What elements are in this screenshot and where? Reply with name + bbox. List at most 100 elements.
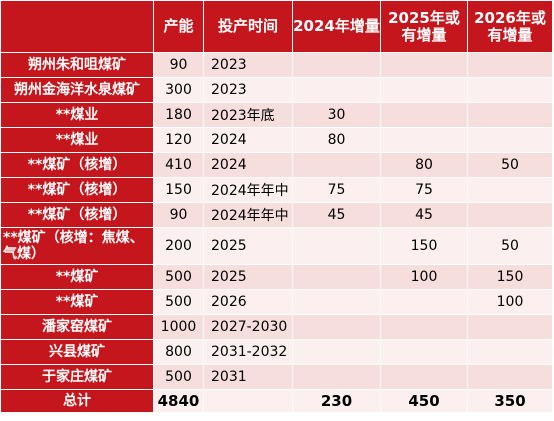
start-time-cell: 2023年底 xyxy=(203,102,293,128)
increment-2025-cell xyxy=(380,127,468,153)
mine-name: 兴县煤矿 xyxy=(0,339,154,365)
start-time-cell: 2031-2032 xyxy=(203,339,293,365)
capacity-cell: 200 xyxy=(153,227,204,265)
table-row: 兴县煤矿 800 2031-2032 xyxy=(0,339,553,365)
increment-2024-cell xyxy=(292,364,381,390)
increment-2026-cell: 50 xyxy=(467,227,553,265)
increment-2026-cell: 50 xyxy=(467,152,553,178)
increment-2025-cell xyxy=(380,364,468,390)
mine-name: **煤矿（核增） xyxy=(0,152,154,178)
start-time-cell: 2025 xyxy=(203,264,293,290)
increment-2026-cell xyxy=(467,339,553,365)
header-increment-2026: 2026年或有增量 xyxy=(467,0,553,53)
increment-2024-cell xyxy=(292,52,381,78)
start-time-cell: 2024 xyxy=(203,152,293,178)
mine-name: **煤业 xyxy=(0,127,154,153)
mine-name: **煤矿 xyxy=(0,264,154,290)
capacity-cell: 500 xyxy=(153,264,204,290)
mine-name: 朔州金海洋水泉煤矿 xyxy=(0,77,154,103)
total-start-time xyxy=(203,389,293,413)
total-increment-2026: 350 xyxy=(467,389,553,413)
start-time-cell: 2024年年中 xyxy=(203,177,293,203)
start-time-cell: 2025 xyxy=(203,227,293,265)
total-capacity: 4840 xyxy=(153,389,204,413)
table-row: 朔州朱和咀煤矿 90 2023 xyxy=(0,52,553,78)
header-row: 产能 投产时间 2024年增量 2025年或有增量 2026年或有增量 xyxy=(0,0,553,53)
increment-2026-cell xyxy=(467,177,553,203)
increment-2025-cell xyxy=(380,52,468,78)
capacity-cell: 90 xyxy=(153,202,204,228)
header-start-time: 投产时间 xyxy=(203,0,293,53)
increment-2025-cell xyxy=(380,289,468,315)
increment-2024-cell xyxy=(292,77,381,103)
increment-2025-cell: 100 xyxy=(380,264,468,290)
table-row: 于家庄煤矿 500 2031 xyxy=(0,364,553,390)
total-row: 总计 4840 230 450 350 xyxy=(0,389,553,413)
capacity-cell: 500 xyxy=(153,364,204,390)
increment-2025-cell: 80 xyxy=(380,152,468,178)
table-row: **煤业 120 2024 80 xyxy=(0,127,553,153)
mine-name: **煤业 xyxy=(0,102,154,128)
capacity-cell: 800 xyxy=(153,339,204,365)
total-increment-2024: 230 xyxy=(292,389,381,413)
mine-name: 潘家窑煤矿 xyxy=(0,314,154,340)
capacity-cell: 500 xyxy=(153,289,204,315)
increment-2024-cell: 75 xyxy=(292,177,381,203)
table-row: **煤矿（核增：焦煤、气煤） 200 2025 150 50 xyxy=(0,227,553,265)
increment-2026-cell: 100 xyxy=(467,289,553,315)
total-label: 总计 xyxy=(0,389,154,413)
table-row: **煤矿（核增） 410 2024 80 50 xyxy=(0,152,553,178)
capacity-cell: 300 xyxy=(153,77,204,103)
capacity-cell: 1000 xyxy=(153,314,204,340)
increment-2025-cell xyxy=(380,314,468,340)
header-capacity: 产能 xyxy=(153,0,204,53)
mine-name: **煤矿（核增） xyxy=(0,177,154,203)
increment-2025-cell: 75 xyxy=(380,177,468,203)
table-row: 朔州金海洋水泉煤矿 300 2023 xyxy=(0,77,553,103)
start-time-cell: 2023 xyxy=(203,52,293,78)
increment-2024-cell xyxy=(292,289,381,315)
increment-2026-cell xyxy=(467,52,553,78)
increment-2024-cell xyxy=(292,227,381,265)
mine-name: **煤矿（核增：焦煤、气煤） xyxy=(0,227,154,265)
table-row: **煤矿 500 2025 100 150 xyxy=(0,264,553,290)
increment-2026-cell xyxy=(467,364,553,390)
coal-capacity-table: 产能 投产时间 2024年增量 2025年或有增量 2026年或有增量 朔州朱和… xyxy=(0,0,553,413)
table-row: **煤矿（核增） 150 2024年年中 75 75 xyxy=(0,177,553,203)
start-time-cell: 2027-2030 xyxy=(203,314,293,340)
total-increment-2025: 450 xyxy=(380,389,468,413)
increment-2024-cell xyxy=(292,314,381,340)
mine-name: **煤矿（核增） xyxy=(0,202,154,228)
capacity-cell: 150 xyxy=(153,177,204,203)
start-time-cell: 2031 xyxy=(203,364,293,390)
increment-2026-cell xyxy=(467,314,553,340)
increment-2024-cell xyxy=(292,152,381,178)
increment-2024-cell: 30 xyxy=(292,102,381,128)
header-increment-2024: 2024年增量 xyxy=(292,0,381,53)
capacity-cell: 90 xyxy=(153,52,204,78)
table-row: **煤矿 500 2026 100 xyxy=(0,289,553,315)
increment-2026-cell xyxy=(467,202,553,228)
increment-2025-cell xyxy=(380,339,468,365)
increment-2025-cell xyxy=(380,102,468,128)
increment-2026-cell xyxy=(467,102,553,128)
mine-name: 于家庄煤矿 xyxy=(0,364,154,390)
header-name xyxy=(0,0,154,53)
increment-2024-cell: 45 xyxy=(292,202,381,228)
increment-2025-cell: 150 xyxy=(380,227,468,265)
increment-2026-cell xyxy=(467,127,553,153)
increment-2024-cell xyxy=(292,339,381,365)
increment-2026-cell: 150 xyxy=(467,264,553,290)
table-row: 潘家窑煤矿 1000 2027-2030 xyxy=(0,314,553,340)
start-time-cell: 2024年年中 xyxy=(203,202,293,228)
increment-2026-cell xyxy=(467,77,553,103)
increment-2025-cell xyxy=(380,77,468,103)
increment-2024-cell xyxy=(292,264,381,290)
increment-2025-cell: 45 xyxy=(380,202,468,228)
table-row: **煤业 180 2023年底 30 xyxy=(0,102,553,128)
header-increment-2025: 2025年或有增量 xyxy=(380,0,468,53)
start-time-cell: 2023 xyxy=(203,77,293,103)
table-row: **煤矿（核增） 90 2024年年中 45 45 xyxy=(0,202,553,228)
increment-2024-cell: 80 xyxy=(292,127,381,153)
mine-name: **煤矿 xyxy=(0,289,154,315)
